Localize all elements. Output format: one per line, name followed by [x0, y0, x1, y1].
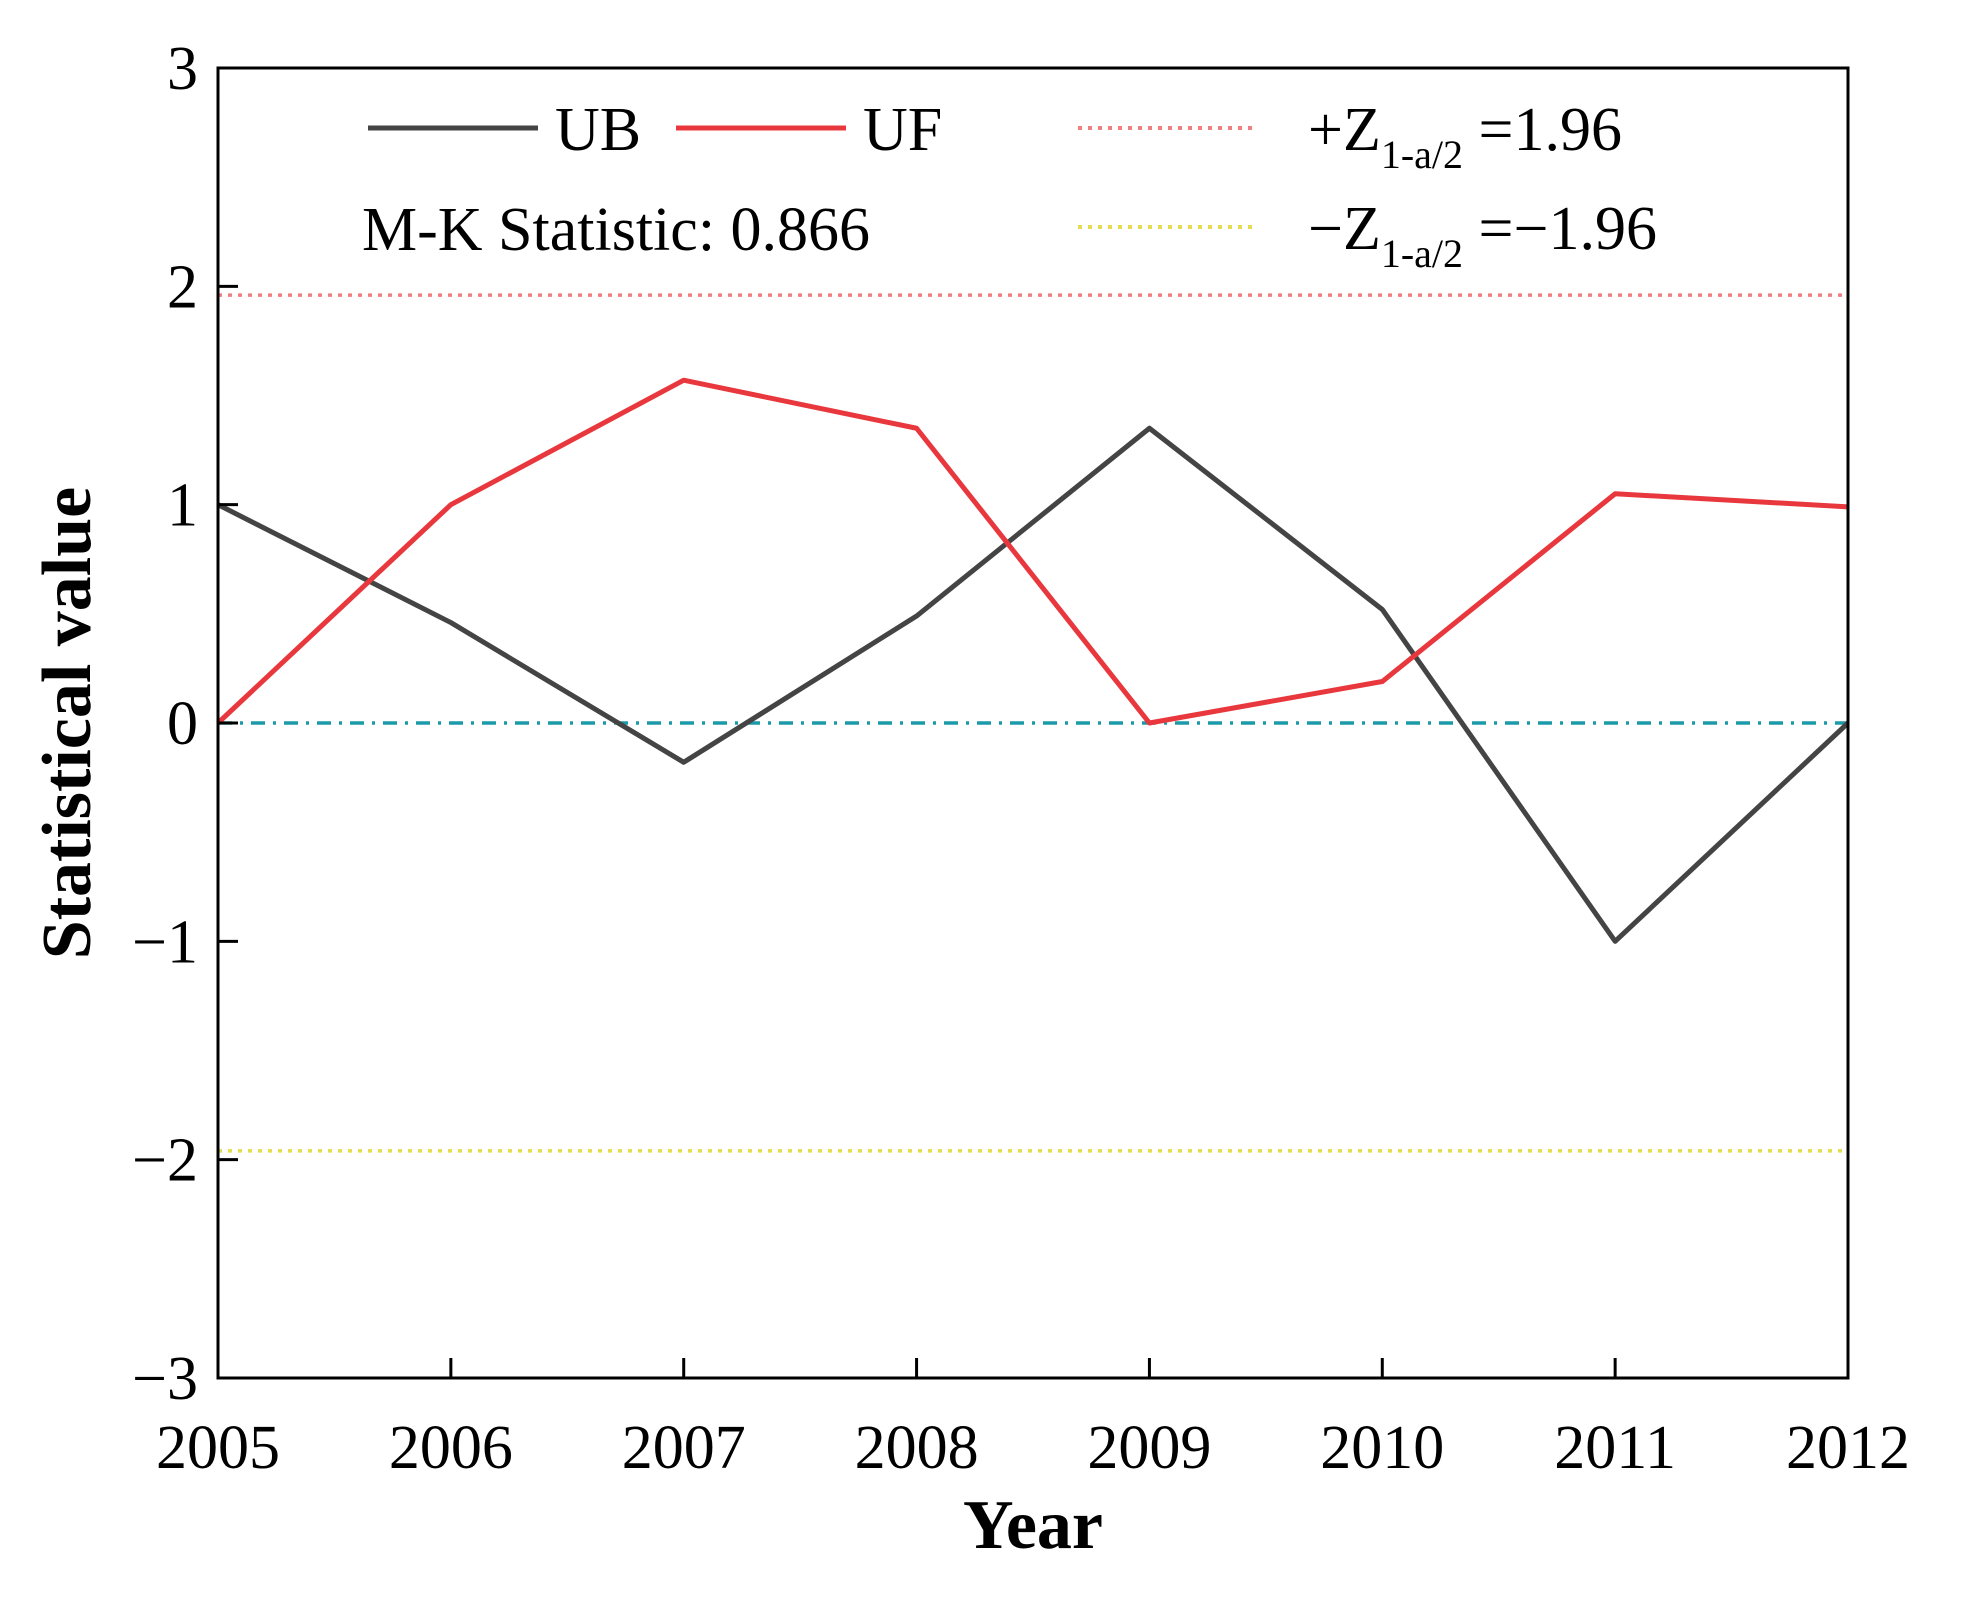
legend-minus-z-label: −Z1-a/2 =−1.96	[1308, 195, 1657, 276]
x-tick-label: 2009	[1087, 1414, 1211, 1482]
series-lines	[216, 377, 1850, 944]
y-tick-label: 2	[167, 253, 198, 321]
x-tick-label: 2006	[389, 1414, 513, 1482]
legend-plus-z-main: +Z	[1308, 96, 1381, 164]
x-tick-label: 2010	[1320, 1414, 1444, 1482]
y-tick-label: 3	[167, 35, 198, 103]
series-line-ub	[216, 425, 1850, 944]
y-axis-title: Statistical value	[29, 487, 106, 959]
x-tick-label: 2012	[1786, 1414, 1910, 1482]
reference-lines	[218, 293, 1848, 1153]
x-tick-label: 2007	[622, 1414, 746, 1482]
x-axis-title: Year	[963, 1487, 1103, 1564]
axis-ticks: 2005 2006 2007 2008 2009 2010 2011 2012 −3 −2 −1 0 1…	[132, 35, 1910, 1482]
mk-statistic-annotation: M-K Statistic: 0.866	[362, 196, 870, 264]
y-tick-label: 1	[167, 472, 198, 540]
y-tick-label: 0	[167, 690, 198, 758]
y-tick-label: −1	[132, 908, 198, 976]
legend-minus-z-value: =−1.96	[1463, 195, 1657, 263]
y-tick-label: −2	[132, 1127, 198, 1195]
x-tick-label: 2005	[156, 1414, 280, 1482]
legend-minus-z-main: −Z	[1308, 195, 1381, 263]
x-tick-label: 2011	[1554, 1414, 1676, 1482]
y-tick-label: −3	[132, 1345, 198, 1413]
legend-uf-label: UF	[863, 96, 942, 164]
x-tick-label: 2008	[855, 1414, 979, 1482]
legend-plus-z-subscript: 1-a/2	[1381, 132, 1463, 177]
legend: UB UF M-K Statistic: 0.866 +Z1-a/2 =1.96…	[362, 96, 1657, 276]
legend-plus-z-label: +Z1-a/2 =1.96	[1308, 96, 1622, 177]
legend-ub-label: UB	[555, 96, 641, 164]
legend-minus-z-subscript: 1-a/2	[1381, 231, 1463, 276]
series-line-uf	[216, 377, 1849, 726]
legend-plus-z-value: =1.96	[1463, 96, 1622, 164]
